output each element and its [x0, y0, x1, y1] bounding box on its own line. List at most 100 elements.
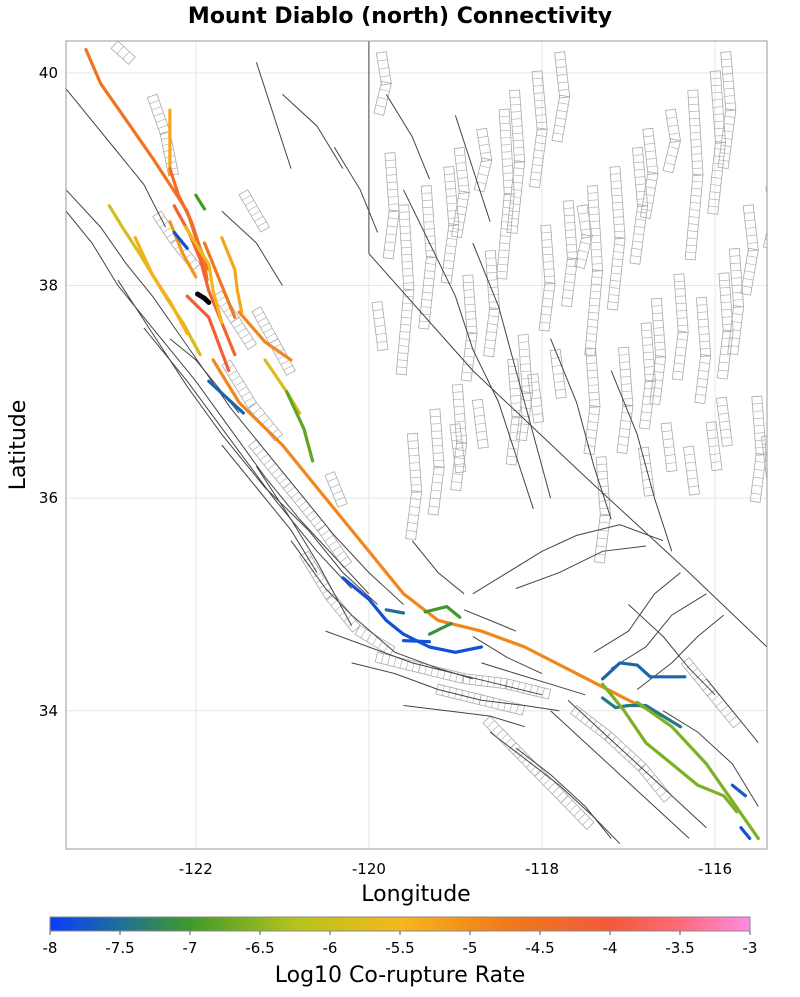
fault-surface-outline: [505, 415, 523, 466]
fault-surface-rung: [779, 216, 789, 217]
fault-surface-rung: [586, 362, 597, 364]
fault-surface-rung: [779, 209, 789, 210]
fault-surface-projections: [110, 41, 799, 830]
fault-surface-rung: [151, 106, 162, 111]
fault-surface-rung: [424, 228, 435, 230]
fault-surface-rung: [777, 174, 787, 175]
fault-surface-rung: [487, 286, 499, 288]
fault-surface-outline: [584, 269, 604, 357]
fault-surface-rung: [468, 674, 471, 685]
fault-surface-rung: [644, 387, 655, 390]
fault-surface-outline: [783, 452, 799, 501]
fault-surface-rung: [614, 223, 625, 225]
fault-surface-rung: [339, 609, 348, 617]
fault-surface-rung: [777, 188, 787, 189]
fault-surface-rung: [474, 414, 485, 417]
fault-surface-rung: [429, 505, 440, 508]
fault-surface-rung: [455, 213, 466, 216]
fault-surface-outline: [418, 255, 437, 330]
connected-fault-section: [211, 358, 665, 718]
fault-surface-rung: [452, 228, 463, 231]
fault-surface-outline: [576, 204, 593, 239]
fault-surface-rung: [688, 485, 699, 488]
fault-surface-rung: [642, 403, 653, 406]
fault-trace: [403, 705, 525, 728]
fault-surface-rung: [642, 344, 653, 346]
fault-surface-rung: [779, 272, 789, 273]
fault-surface-outline: [478, 694, 526, 716]
fault-trace: [472, 242, 552, 499]
fault-surface-rung: [465, 347, 476, 350]
fault-surface-rung: [778, 202, 788, 203]
fault-surface-outline: [561, 257, 578, 308]
fault-surface-rung: [721, 309, 732, 311]
fault-surface-rung: [608, 301, 619, 304]
fault-surface-rung: [634, 176, 646, 178]
fault-surface-rung: [528, 381, 539, 384]
fault-surface-rung: [544, 275, 555, 278]
fault-surface-rung: [689, 118, 700, 120]
fault-surface-rung: [597, 478, 608, 480]
fault-surface-rung: [156, 118, 166, 123]
fault-surface-rung: [713, 113, 724, 115]
fault-trace: [333, 147, 379, 233]
fault-surface-rung: [775, 294, 785, 295]
fault-surface-rung: [393, 656, 397, 667]
fault-surface-rung: [645, 150, 656, 153]
colorbar-tick-label: -5: [463, 939, 478, 957]
fault-surface-rung: [580, 241, 591, 245]
fault-surface-rung: [513, 174, 524, 177]
fault-surface-rung: [635, 183, 646, 185]
fault-surface-rung: [621, 383, 632, 385]
fault-surface-rung: [322, 588, 332, 594]
fault-surface-rung: [586, 333, 597, 335]
fault-surface-rung: [763, 451, 767, 453]
fault-surface-rung: [257, 221, 267, 228]
fault-surface-rung: [777, 181, 787, 182]
fault-surface-rung: [591, 249, 602, 251]
fault-surface-rung: [451, 439, 462, 442]
fault-surface-rung: [446, 237, 458, 240]
fault-surface-rung: [422, 291, 433, 294]
fault-surface-rung: [639, 454, 650, 457]
fault-surface-rung: [372, 636, 378, 646]
fault-surface-rung: [697, 311, 708, 313]
fault-surface-rung: [720, 152, 731, 155]
fault-surface-rung: [374, 325, 385, 327]
fault-surface-rung: [687, 230, 698, 232]
fault-surface-rung: [755, 447, 766, 449]
fault-surface-outline: [476, 127, 493, 163]
fault-surface-rung: [586, 340, 597, 342]
fault-trace: [550, 710, 690, 839]
fault-surface-rung: [721, 145, 732, 147]
fault-surface-rung: [788, 439, 798, 440]
fault-surface-rung: [530, 178, 541, 181]
fault-surface-rung: [532, 413, 543, 416]
fault-surface-outline: [776, 167, 791, 253]
fault-surface-rung: [776, 307, 786, 308]
fault-surface-rung: [237, 386, 247, 392]
fault-surface-rung: [653, 371, 664, 373]
fault-surface-rung: [539, 321, 550, 324]
fault-trace: [403, 189, 534, 509]
fault-surface-rung: [556, 66, 567, 69]
fault-surface-rung: [755, 461, 766, 463]
connected-fault-section: [202, 241, 237, 319]
fault-surface-rung: [778, 338, 788, 339]
fault-surface-rung: [520, 370, 531, 372]
fault-surface-rung: [509, 96, 521, 99]
fault-surface-rung: [454, 463, 465, 466]
fault-surface-rung: [420, 306, 432, 308]
connected-fault-section: [730, 783, 747, 798]
fault-surface-rung: [511, 118, 522, 120]
fault-surface-rung: [531, 405, 542, 408]
fault-surface-rung: [691, 187, 702, 190]
fault-trace: [706, 678, 759, 744]
fault-surface-outline: [506, 160, 526, 234]
fault-surface-rung: [564, 281, 575, 284]
fault-surface-rung: [711, 177, 722, 179]
fault-surface-rung: [577, 813, 586, 821]
fault-surface-rung: [381, 653, 384, 664]
fault-surface-rung: [646, 158, 657, 160]
fault-surface-rung: [476, 181, 487, 185]
